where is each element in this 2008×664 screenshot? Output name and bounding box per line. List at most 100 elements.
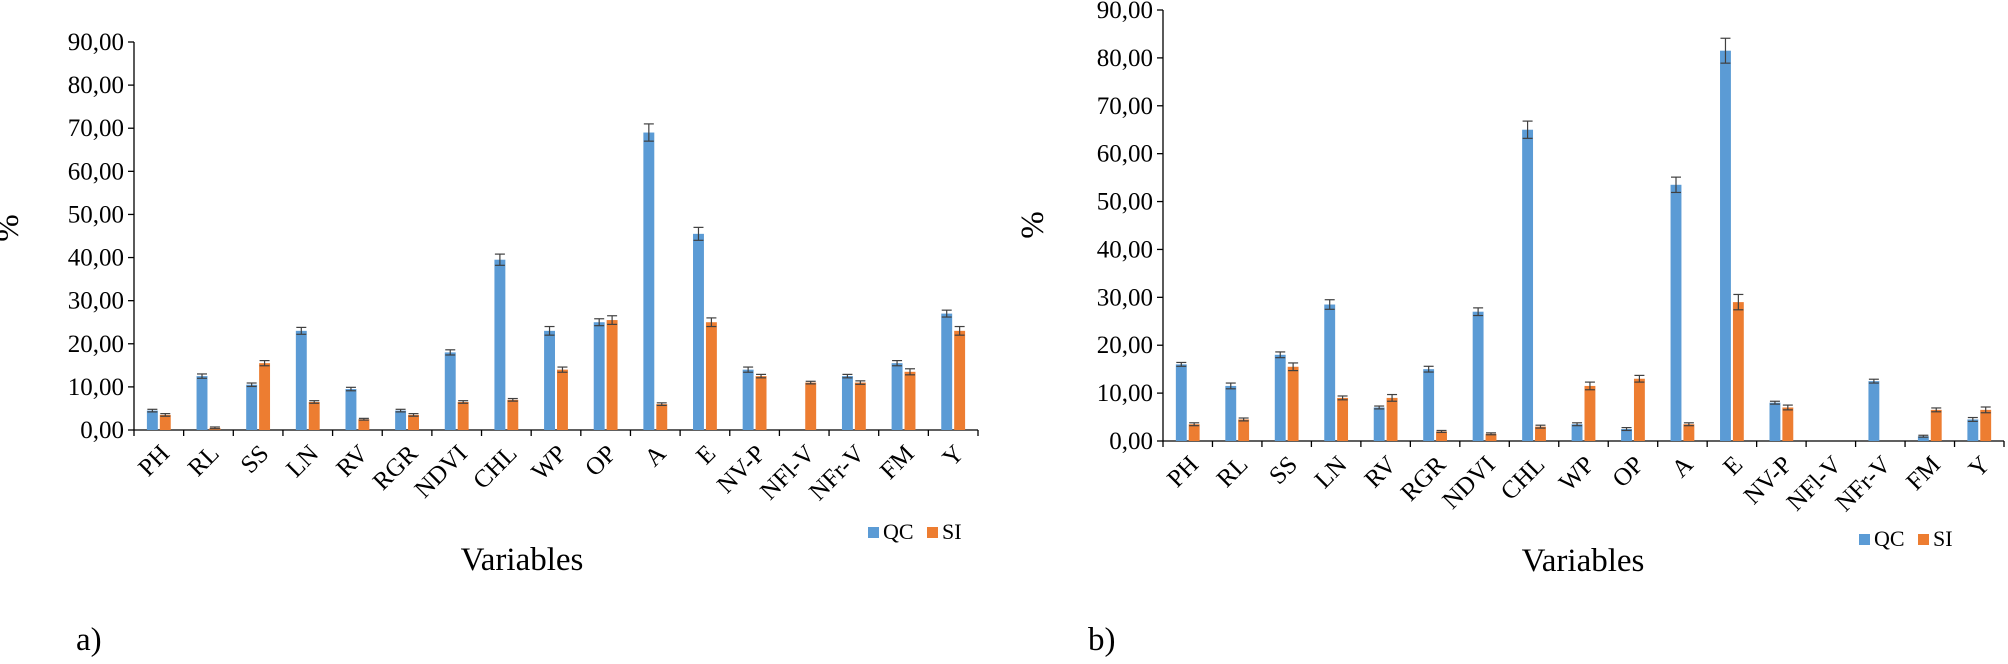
y-tick-label: 70,00 xyxy=(1097,93,1153,120)
x-category-label: NFl-V xyxy=(1782,451,1847,516)
bar-si-ph xyxy=(159,414,171,430)
bar-si-fm xyxy=(904,371,916,430)
bar-si-rgr xyxy=(1436,431,1447,441)
x-category-label: E xyxy=(1718,451,1748,481)
bar-si-rgr xyxy=(408,414,419,430)
y-tick-label: 60,00 xyxy=(68,158,124,185)
legend-swatch-qc xyxy=(868,527,879,538)
bar-qc-nfr-v xyxy=(841,376,853,430)
bar-qc-rl xyxy=(1225,385,1237,441)
bar-si-chl xyxy=(507,399,519,430)
bar-si-a xyxy=(656,404,668,430)
bar-si-op xyxy=(1633,378,1645,441)
x-category-label: Y xyxy=(938,440,970,472)
y-tick-label: 10,00 xyxy=(1097,380,1153,407)
legend-label-si: SI xyxy=(1933,526,1953,551)
legend-label-si: SI xyxy=(942,519,962,544)
y-axis-title: % xyxy=(1015,211,1051,239)
bar-si-ph xyxy=(1188,424,1200,441)
y-tick-label: 50,00 xyxy=(68,201,124,228)
x-category-label: WP xyxy=(527,440,573,486)
y-tick-label: 30,00 xyxy=(68,288,124,315)
bar-qc-y xyxy=(941,313,953,430)
bar-qc-a xyxy=(1670,184,1682,442)
x-category-label: PH xyxy=(1162,451,1204,493)
x-axis-title: Variables xyxy=(1522,543,1645,579)
x-category-label: CHL xyxy=(1496,451,1550,505)
bar-si-nfl-v xyxy=(805,382,817,430)
x-category-label: RL xyxy=(183,440,225,482)
bar-qc-wp xyxy=(544,330,555,430)
x-category-label: SS xyxy=(1264,451,1303,490)
x-category-label: LN xyxy=(1310,451,1353,494)
legend-label-qc: QC xyxy=(883,519,914,544)
panel-label: b) xyxy=(1088,622,1116,658)
y-tick-label: 10,00 xyxy=(68,374,124,401)
bar-si-nfr-v xyxy=(854,382,866,430)
bar-qc-nv-p xyxy=(1769,402,1781,441)
y-tick-label: 0,00 xyxy=(1109,428,1153,455)
bar-qc-wp xyxy=(1571,424,1583,441)
bar-si-a xyxy=(1683,424,1695,441)
bar-si-op xyxy=(606,320,618,430)
x-category-label: A xyxy=(640,440,672,472)
bar-qc-rl xyxy=(196,376,208,430)
bar-qc-op xyxy=(1621,429,1632,441)
bar-si-ln xyxy=(1337,397,1349,441)
y-tick-label: 60,00 xyxy=(1097,141,1153,168)
bar-si-e xyxy=(705,322,717,430)
bar-qc-ph xyxy=(146,410,158,430)
panel-label: a) xyxy=(76,622,102,658)
bar-qc-rv xyxy=(1373,407,1385,441)
bar-si-ndvi xyxy=(1485,433,1497,441)
y-tick-label: 70,00 xyxy=(68,115,124,142)
bar-si-y xyxy=(1980,409,1992,441)
bar-qc-ndvi xyxy=(1472,311,1484,441)
legend-swatch-si xyxy=(1918,534,1929,545)
bar-qc-ss xyxy=(1274,354,1286,441)
y-tick-label: 0,00 xyxy=(80,417,124,444)
bar-si-ln xyxy=(308,401,320,430)
x-category-label: OP xyxy=(1608,451,1650,493)
bar-qc-chl xyxy=(1522,129,1534,441)
x-category-label: NDVI xyxy=(410,440,473,503)
x-axis-title: Variables xyxy=(461,542,584,578)
y-axis-title: % xyxy=(0,214,26,242)
bar-si-ss xyxy=(259,363,271,430)
bar-qc-a xyxy=(643,132,655,431)
bar-si-ndvi xyxy=(457,401,469,430)
bar-qc-nfr-v xyxy=(1868,381,1880,441)
bar-qc-nv-p xyxy=(742,369,754,430)
x-category-label: LN xyxy=(281,440,324,483)
x-category-label: Y xyxy=(1964,451,1996,483)
y-tick-label: 30,00 xyxy=(1097,284,1153,311)
legend-label-qc: QC xyxy=(1874,526,1905,551)
y-tick-label: 80,00 xyxy=(68,72,124,99)
x-category-label: NDVI xyxy=(1438,451,1501,514)
bar-qc-fm xyxy=(891,363,903,430)
x-category-label: PH xyxy=(133,440,175,482)
y-tick-label: 40,00 xyxy=(68,245,124,272)
y-tick-label: 90,00 xyxy=(1097,0,1153,24)
y-tick-label: 20,00 xyxy=(68,331,124,358)
x-category-label: FM xyxy=(875,440,920,485)
x-category-label: CHL xyxy=(468,440,522,494)
bar-si-y xyxy=(954,330,966,430)
x-category-label: OP xyxy=(580,440,622,482)
y-tick-label: 90,00 xyxy=(68,29,124,56)
bar-si-nv-p xyxy=(755,376,767,430)
bar-qc-ndvi xyxy=(444,352,456,430)
x-category-label: SS xyxy=(236,440,275,479)
bar-qc-rgr xyxy=(395,410,407,430)
x-category-label: NFr-V xyxy=(804,440,870,506)
bar-si-wp xyxy=(557,369,568,430)
bar-si-rv xyxy=(358,419,370,430)
bar-si-fm xyxy=(1930,409,1942,441)
bar-si-rv xyxy=(1386,397,1398,441)
bar-si-e xyxy=(1732,302,1744,441)
bar-qc-ln xyxy=(1324,304,1336,441)
bar-qc-ln xyxy=(295,330,307,430)
x-category-label: NFl-V xyxy=(755,440,820,505)
bar-qc-fm xyxy=(1917,436,1929,441)
